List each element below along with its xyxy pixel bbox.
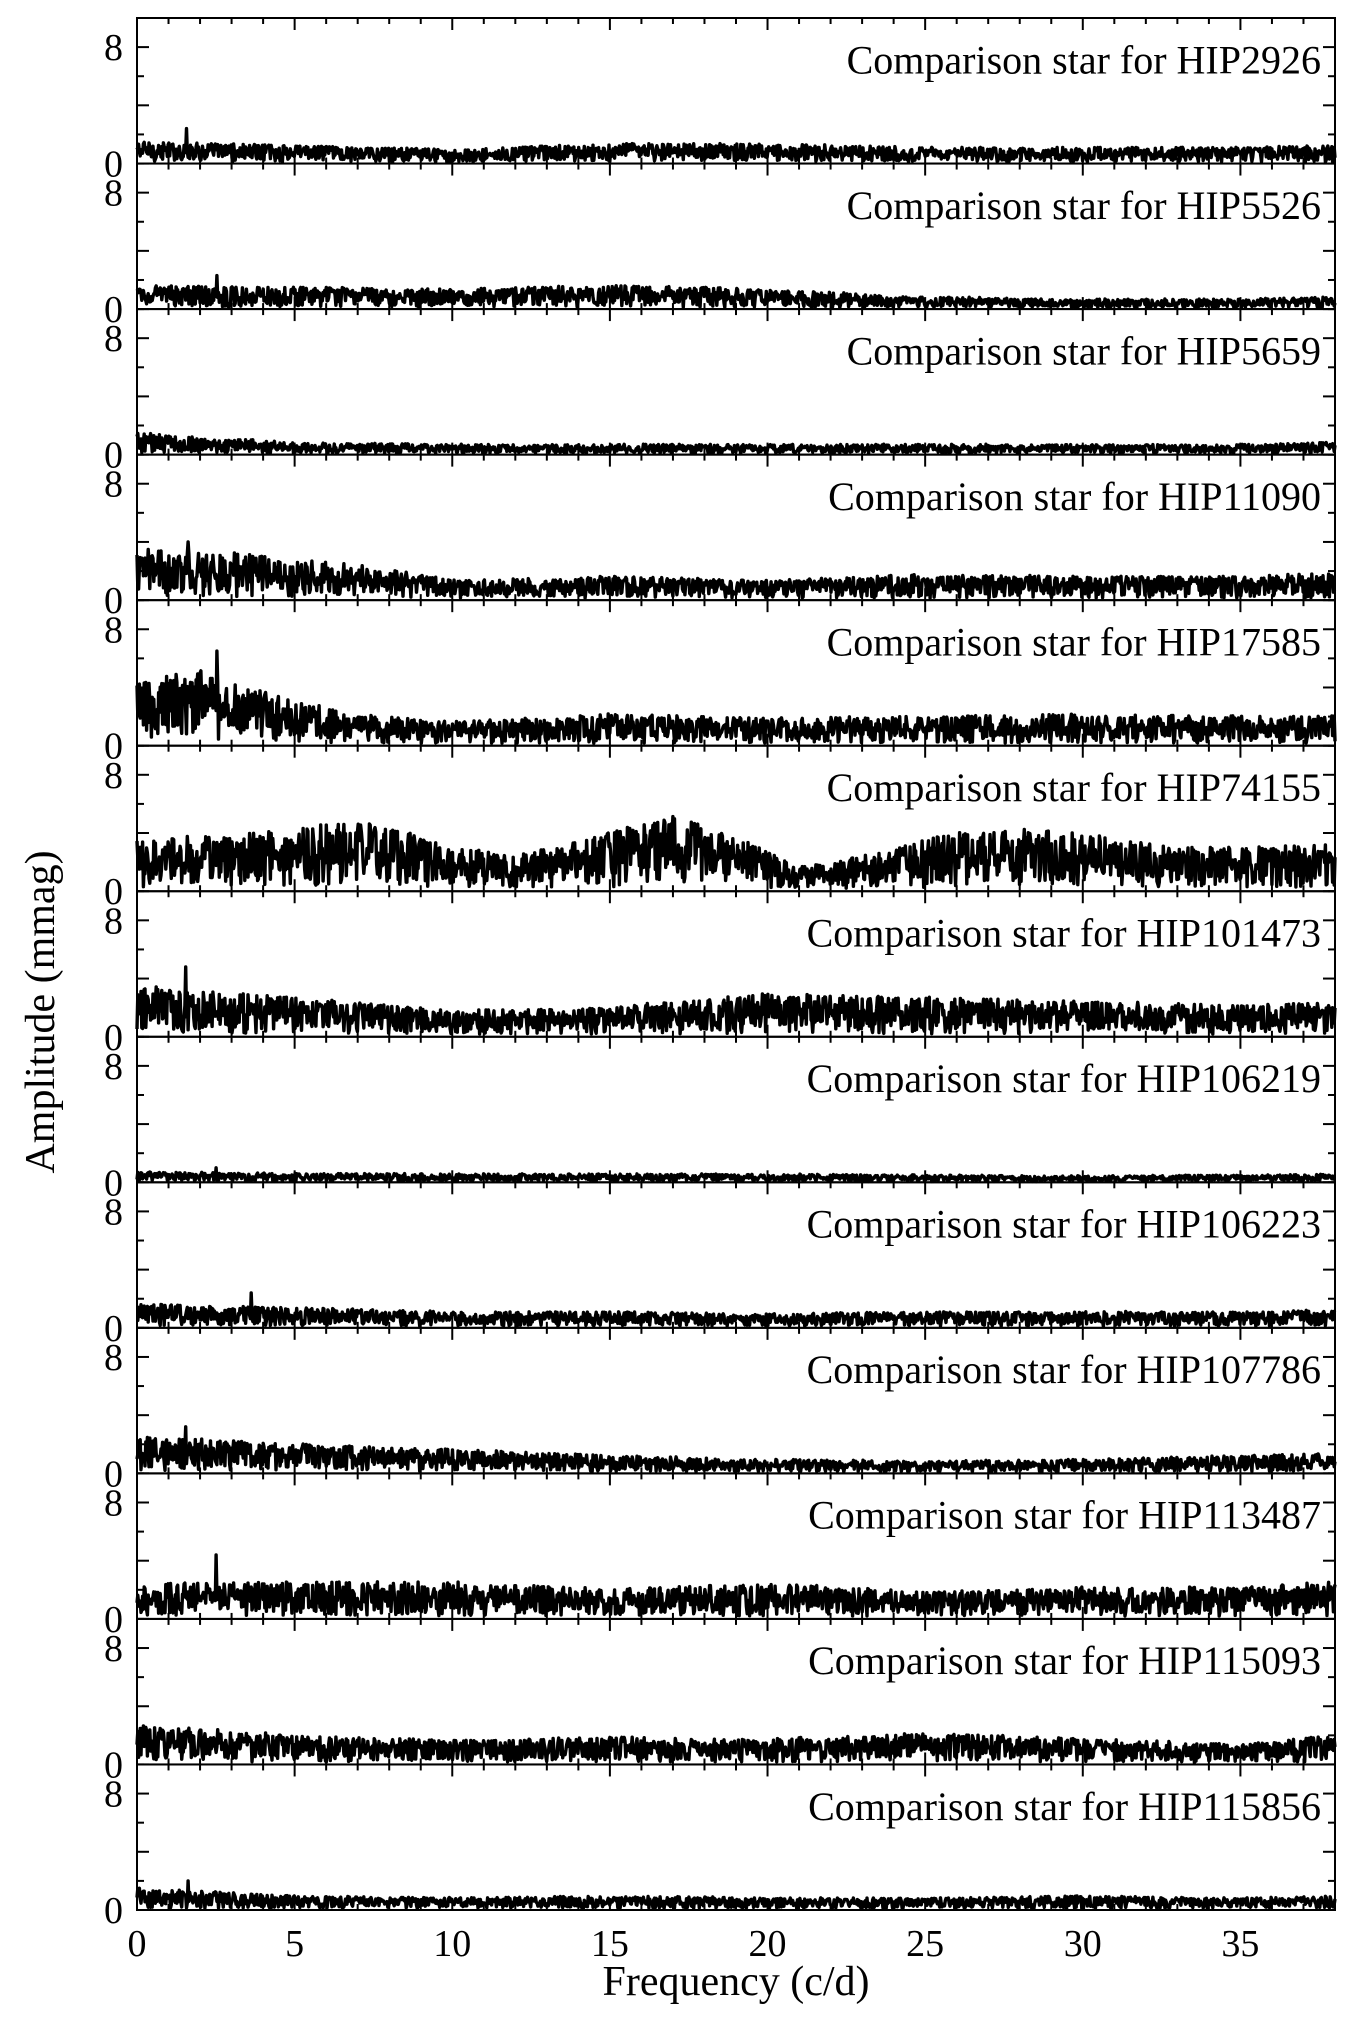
spectrum-line bbox=[135, 649, 1337, 745]
panel: 0 8 Comparison star for HIP5526 bbox=[104, 162, 1337, 331]
panel: 0 8 Comparison star for HIP115093 bbox=[104, 1617, 1337, 1786]
y-tick-label: 0 bbox=[104, 1017, 123, 1059]
spectrum-line bbox=[135, 1553, 1337, 1618]
spectrum-line bbox=[135, 126, 1337, 164]
y-tick-label: 0 bbox=[104, 435, 123, 477]
y-tick-label: 0 bbox=[104, 144, 123, 186]
y-tick-label: 8 bbox=[104, 1046, 123, 1088]
x-axis-label: Frequency (c/d) bbox=[602, 1959, 869, 2005]
panel-title: Comparison star for HIP107786 bbox=[807, 1347, 1321, 1392]
y-tick-label: 8 bbox=[104, 900, 123, 942]
y-tick-label: 0 bbox=[104, 1162, 123, 1204]
y-tick-label: 8 bbox=[104, 755, 123, 797]
y-axis-label: Amplitude (mmag) bbox=[18, 850, 64, 1173]
panel: 0 8 Comparison star for HIP11090 bbox=[104, 453, 1337, 622]
spectrum-line bbox=[135, 540, 1337, 600]
spectrum-line bbox=[135, 1879, 1337, 1911]
y-tick-label: 0 bbox=[104, 1453, 123, 1495]
spectrum-line bbox=[135, 1724, 1337, 1765]
x-tick-label: 5 bbox=[285, 1923, 304, 1965]
y-tick-label: 0 bbox=[104, 289, 123, 331]
panel-title: Comparison star for HIP11090 bbox=[828, 474, 1321, 519]
y-tick-label: 8 bbox=[104, 27, 123, 69]
panel-title: Comparison star for HIP74155 bbox=[827, 765, 1321, 810]
panel-title: Comparison star for HIP2926 bbox=[847, 37, 1321, 82]
y-tick-label: 0 bbox=[104, 580, 123, 622]
panel: 0 8 Comparison star for HIP113487 bbox=[104, 1472, 1337, 1641]
panel: 0 8 Comparison star for HIP2926 bbox=[104, 17, 1337, 186]
y-tick-label: 0 bbox=[104, 1599, 123, 1641]
spectrum-line bbox=[136, 1291, 1337, 1329]
spectrum-line bbox=[135, 814, 1337, 890]
x-tick-label: 15 bbox=[591, 1923, 629, 1965]
y-tick-label: 0 bbox=[104, 1890, 123, 1932]
panel-title: Comparison star for HIP101473 bbox=[807, 911, 1321, 956]
panel-title: Comparison star for HIP113487 bbox=[808, 1493, 1321, 1538]
y-tick-label: 0 bbox=[104, 871, 123, 913]
y-tick-label: 0 bbox=[104, 726, 123, 768]
panel: 0 8 Comparison star for HIP5659 bbox=[104, 308, 1337, 477]
panel-title: Comparison star for HIP17585 bbox=[827, 619, 1321, 664]
x-tick-label: 35 bbox=[1221, 1923, 1259, 1965]
y-tick-label: 8 bbox=[104, 1482, 123, 1524]
panel: 0 8 Comparison star for HIP107786 bbox=[104, 1326, 1337, 1495]
panel-title: Comparison star for HIP115856 bbox=[808, 1784, 1321, 1829]
y-tick-label: 8 bbox=[104, 1191, 123, 1233]
spectrum-line bbox=[135, 965, 1337, 1036]
spectrum-line bbox=[135, 1425, 1337, 1474]
panel: 0 8 Comparison star for HIP101473 bbox=[104, 890, 1337, 1059]
y-tick-label: 8 bbox=[104, 609, 123, 651]
x-axis: 0 5 10 15 20 25 30 35 bbox=[128, 1923, 1260, 1965]
y-tick-label: 0 bbox=[104, 1744, 123, 1786]
y-tick-label: 8 bbox=[104, 173, 123, 215]
y-tick-label: 8 bbox=[104, 1628, 123, 1670]
y-tick-label: 8 bbox=[104, 1774, 123, 1816]
y-tick-label: 8 bbox=[104, 464, 123, 506]
panel-title: Comparison star for HIP5526 bbox=[847, 183, 1321, 228]
y-tick-label: 8 bbox=[104, 318, 123, 360]
x-tick-label: 25 bbox=[906, 1923, 944, 1965]
panel-title: Comparison star for HIP106223 bbox=[807, 1202, 1321, 1247]
y-tick-label: 8 bbox=[104, 1337, 123, 1379]
panel-title: Comparison star for HIP115093 bbox=[808, 1638, 1321, 1683]
panel: 0 8 Comparison star for HIP74155 bbox=[104, 744, 1337, 913]
panel-title: Comparison star for HIP106219 bbox=[807, 1056, 1321, 1101]
x-tick-label: 20 bbox=[749, 1923, 787, 1965]
spectrum-line bbox=[135, 273, 1337, 310]
x-tick-label: 10 bbox=[433, 1923, 471, 1965]
panel-title: Comparison star for HIP5659 bbox=[847, 328, 1321, 373]
panel: 0 8 Comparison star for HIP106223 bbox=[104, 1181, 1337, 1350]
panel: 0 8 Comparison star for HIP115856 bbox=[104, 1763, 1337, 1932]
x-tick-label: 30 bbox=[1064, 1923, 1102, 1965]
panel: 0 8 Comparison star for HIP106219 bbox=[104, 1035, 1336, 1204]
panel: 0 8 Comparison star for HIP17585 bbox=[104, 599, 1337, 768]
y-tick-label: 0 bbox=[104, 1308, 123, 1350]
x-tick-label: 0 bbox=[128, 1923, 147, 1965]
